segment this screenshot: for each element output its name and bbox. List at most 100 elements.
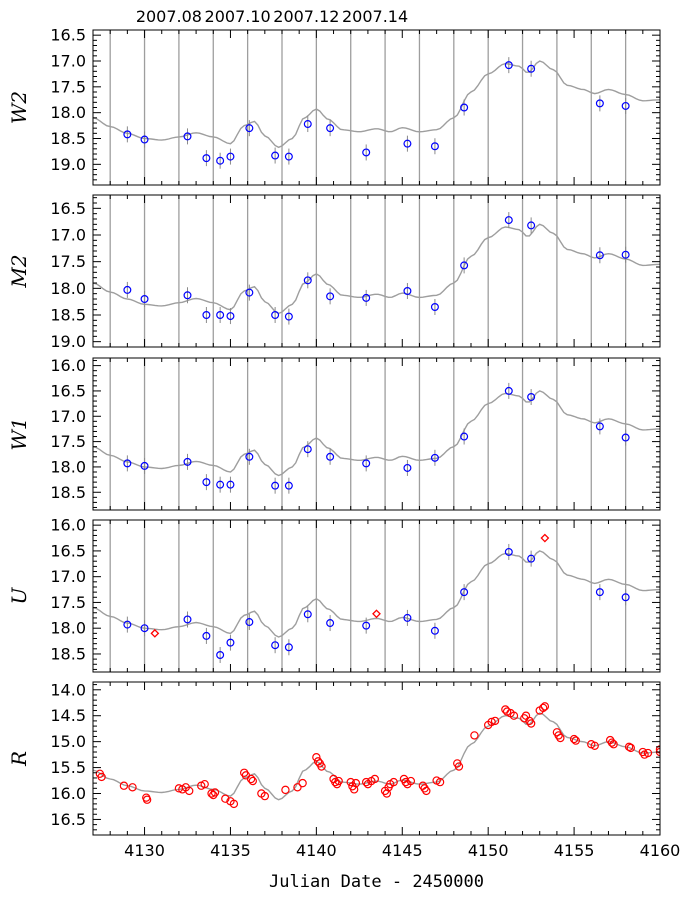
data-point <box>540 702 550 711</box>
y-tick-label: 16.0 <box>50 784 86 803</box>
model-curve-group <box>93 382 660 494</box>
x-tick-label: 4135 <box>210 841 251 860</box>
data-point <box>556 733 565 743</box>
data-point <box>140 624 149 633</box>
y-tick-label: 15.0 <box>50 732 86 751</box>
data-point <box>123 130 132 139</box>
data-point <box>216 156 225 165</box>
data-point <box>643 748 653 758</box>
data-point <box>460 588 469 597</box>
data-point <box>372 609 381 619</box>
data-point <box>460 432 469 441</box>
y-tick-label: 17.0 <box>50 407 86 426</box>
data-point <box>207 789 216 798</box>
panel-w2: 16.5 17.0 17.5 18.0 18.5 19.0 W2 <box>7 26 661 186</box>
panel-m2: 16.5 17.0 17.5 18.0 18.5 19.0 M2 <box>7 194 661 351</box>
y-axis-label: R <box>7 751 31 767</box>
y-tick-label: 17.5 <box>50 252 86 271</box>
data-point <box>271 481 280 490</box>
x-tick-label: 4140 <box>296 841 337 860</box>
data-point <box>504 547 513 556</box>
data-point <box>430 626 439 635</box>
data-point <box>362 459 371 468</box>
data-point <box>284 481 293 490</box>
model-curve <box>93 223 660 315</box>
data-point <box>403 613 412 622</box>
data-point <box>123 620 132 629</box>
data-point <box>202 631 211 640</box>
data-point <box>621 250 630 259</box>
model-curve-group <box>93 212 660 325</box>
y-tick-label: 17.5 <box>50 77 86 96</box>
data-point <box>245 124 254 133</box>
y-tick-label: 16.5 <box>50 381 86 400</box>
x-tick-label: 4150 <box>468 841 509 860</box>
data-point <box>403 139 412 148</box>
data-point <box>271 641 280 650</box>
model-curve <box>93 550 660 638</box>
data-point <box>389 777 398 787</box>
data-point <box>361 777 371 787</box>
data-point <box>226 480 235 489</box>
y-tick-label: 19.0 <box>50 155 86 174</box>
data-point <box>183 615 192 624</box>
data-point <box>303 120 312 129</box>
data-point <box>655 745 660 754</box>
data-point <box>435 777 445 787</box>
data-point <box>621 433 630 442</box>
data-point <box>540 533 550 543</box>
data-point <box>403 463 412 472</box>
data-point <box>284 312 293 321</box>
model-curve <box>93 60 660 149</box>
data-point <box>527 554 536 563</box>
data-point <box>281 785 290 795</box>
data-point <box>460 103 469 112</box>
y-tick-label: 18.5 <box>50 644 86 663</box>
data-point <box>183 132 192 141</box>
data-point <box>216 311 225 320</box>
y-tick-label: 17.5 <box>50 593 86 612</box>
y-axis-label: U <box>7 586 31 604</box>
data-point <box>509 711 519 720</box>
y-tick-label: 18.5 <box>50 306 86 325</box>
top-axis-label: 2007.08 <box>136 7 202 26</box>
y-tick-label: 18.0 <box>50 457 86 476</box>
model-curve-group <box>93 57 660 169</box>
data-point <box>271 311 280 320</box>
data-point <box>326 292 335 301</box>
data-point <box>403 287 412 296</box>
data-point <box>140 135 149 144</box>
data-point <box>609 740 618 749</box>
data-point <box>430 142 439 151</box>
data-point <box>317 762 326 771</box>
data-point <box>406 776 416 786</box>
data-point <box>422 786 431 796</box>
data-point <box>590 741 599 750</box>
data-point <box>490 716 500 726</box>
panel-w1: 16.0 16.5 17.0 17.5 18.0 18.5 W1 <box>7 356 661 511</box>
data-point <box>326 452 335 461</box>
x-tick-label: 4130 <box>124 841 165 860</box>
data-point <box>303 610 312 619</box>
y-tick-label: 17.0 <box>50 52 86 71</box>
data-point <box>246 774 256 784</box>
data-point <box>312 753 321 762</box>
data-point <box>362 293 371 302</box>
panel-frame <box>92 681 661 836</box>
y-tick-label: 16.5 <box>50 26 86 45</box>
x-axis-title: Julian Date - 2450000 <box>269 872 484 892</box>
data-point <box>624 742 634 752</box>
y-tick-label: 14.0 <box>50 680 86 699</box>
x-tick-label: 4145 <box>382 841 423 860</box>
data-point <box>185 786 194 796</box>
model-curve-group <box>93 702 660 809</box>
y-tick-label: 18.0 <box>50 103 86 122</box>
top-axis-label: 2007.10 <box>205 7 271 26</box>
y-axis-label: W1 <box>7 417 31 450</box>
data-point <box>97 772 106 782</box>
data-point <box>527 393 536 402</box>
y-tick-label: 18.5 <box>50 483 86 502</box>
data-point <box>362 148 371 157</box>
data-point <box>460 261 469 270</box>
